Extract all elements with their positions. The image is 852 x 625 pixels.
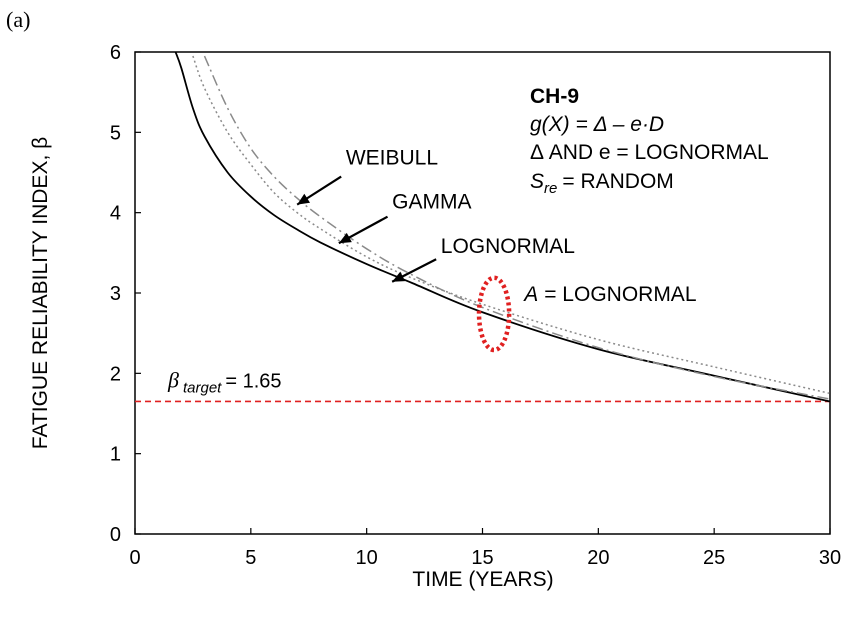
x-tick-label: 30 [819,547,841,569]
legend-line-3: Sre = RANDOM [530,170,674,197]
y-tick-label: 4 [110,203,121,225]
y-axis-label: FATIGUE RELIABILITY INDEX, β [29,137,52,449]
legend-box: CH-9 g(X) = Δ – e·D Δ AND e = LOGNORMAL … [530,85,769,197]
x-tick-label: 25 [703,547,725,569]
highlight-ellipse [476,275,512,353]
panel-label: (a) [6,7,30,32]
x-tick-label: 15 [471,547,493,569]
arrow-head [297,193,311,205]
x-tick-label: 0 [129,547,140,569]
target-label: β target = 1.65 [167,367,282,396]
annotation-label: LOGNORMAL [441,235,575,258]
y-tick-label: 1 [110,444,121,466]
legend-line-2: Δ AND e = LOGNORMAL [530,141,769,164]
y-tick-label: 2 [110,363,121,385]
y-tick-label: 5 [110,122,121,144]
target-line-group: β target = 1.65 [135,367,830,403]
y-tick-label: 6 [110,42,121,64]
x-axis-label: TIME (YEARS) [412,568,553,591]
series-line-weibull [203,55,831,400]
legend-line-3-symbol: S [530,170,544,193]
y-tick-label: 3 [110,283,121,305]
arrow-head [392,271,406,282]
y-tick-label: 0 [110,524,121,546]
x-tick-label: 10 [356,547,378,569]
annotation-label: GAMMA [392,191,471,214]
annotation-label: WEIBULL [346,146,438,169]
arrow-head [338,232,352,244]
axes: 0 5 10 15 20 25 30 0 1 2 3 4 5 6 [110,42,841,569]
annotation-label: A = LOGNORMAL [522,283,696,306]
legend-line-3-subscript: re [544,180,557,197]
legend-line-3-rest: = RANDOM [562,170,673,193]
x-tick-label: 5 [245,547,256,569]
legend-line-1: g(X) = Δ – e·D [530,113,664,136]
legend-title: CH-9 [530,85,579,108]
annotations-group: WEIBULL GAMMA LOGNORMAL A = LOGNORMAL [296,146,697,306]
series-line-lognormal [174,51,831,403]
x-tick-label: 20 [587,547,609,569]
series-group [174,51,831,403]
